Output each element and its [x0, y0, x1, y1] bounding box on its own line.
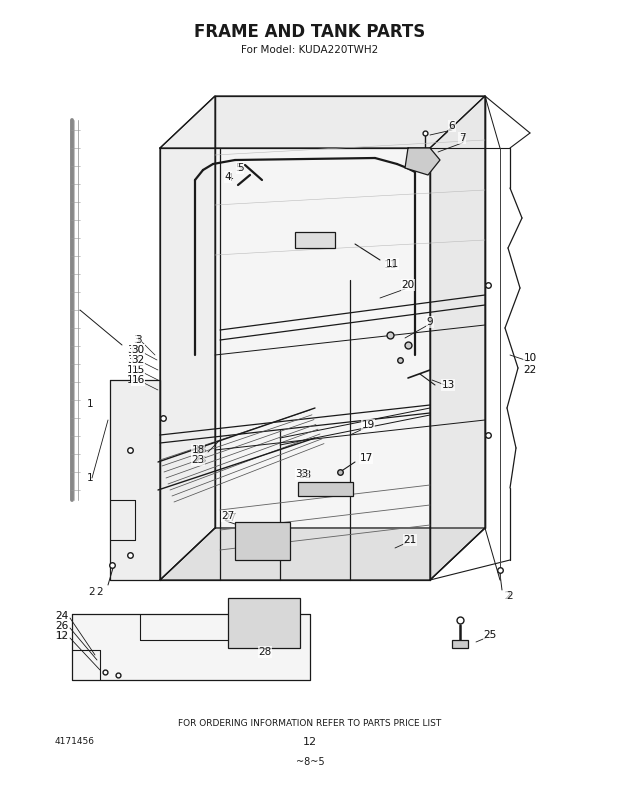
Text: 33: 33 — [295, 469, 309, 479]
Text: 30: 30 — [127, 345, 140, 355]
FancyBboxPatch shape — [295, 232, 335, 248]
Text: 6: 6 — [449, 121, 455, 131]
Polygon shape — [215, 96, 485, 528]
Text: 26: 26 — [55, 621, 69, 631]
Text: 6: 6 — [449, 121, 455, 131]
Text: 7: 7 — [459, 135, 466, 145]
Text: ~8~5: ~8~5 — [296, 757, 324, 767]
Text: 15: 15 — [131, 365, 144, 375]
FancyBboxPatch shape — [452, 640, 468, 648]
FancyBboxPatch shape — [235, 522, 290, 560]
Text: 19: 19 — [361, 420, 374, 430]
Text: FOR ORDERING INFORMATION REFER TO PARTS PRICE LIST: FOR ORDERING INFORMATION REFER TO PARTS … — [179, 719, 441, 729]
Text: 33: 33 — [298, 470, 312, 480]
Polygon shape — [72, 614, 310, 680]
Text: 11: 11 — [386, 259, 399, 269]
Text: 2: 2 — [89, 587, 95, 597]
Text: 22: 22 — [523, 365, 537, 375]
Text: 30: 30 — [131, 345, 144, 355]
Polygon shape — [160, 96, 485, 148]
Text: 25: 25 — [484, 630, 497, 640]
Text: 18: 18 — [193, 445, 206, 455]
Text: 3: 3 — [135, 335, 141, 345]
Text: 16: 16 — [126, 375, 140, 385]
Text: 24: 24 — [55, 611, 69, 621]
Text: 20: 20 — [401, 280, 415, 290]
Text: 11: 11 — [383, 260, 397, 270]
Text: 23: 23 — [192, 455, 205, 465]
Text: 32: 32 — [131, 355, 144, 365]
Text: 3: 3 — [133, 335, 140, 345]
Text: 9: 9 — [427, 317, 433, 327]
Text: 24: 24 — [55, 611, 68, 621]
Text: 27: 27 — [223, 513, 237, 523]
Text: 16: 16 — [131, 375, 144, 385]
Text: 23: 23 — [193, 455, 206, 465]
Polygon shape — [430, 96, 485, 580]
Text: 4171456: 4171456 — [55, 737, 95, 747]
Text: 25: 25 — [484, 630, 497, 640]
Text: 20: 20 — [401, 280, 415, 290]
FancyBboxPatch shape — [298, 482, 353, 496]
Text: For Model: KUDA220TWH2: For Model: KUDA220TWH2 — [241, 45, 379, 55]
Text: 26: 26 — [55, 621, 68, 631]
Text: 12: 12 — [55, 631, 68, 641]
Polygon shape — [405, 148, 440, 175]
Text: 1: 1 — [87, 399, 94, 409]
Text: 2: 2 — [97, 587, 104, 597]
Polygon shape — [160, 96, 215, 580]
Text: 15: 15 — [131, 365, 144, 375]
Text: 27: 27 — [221, 511, 234, 521]
Text: 22: 22 — [523, 365, 537, 375]
Text: 18: 18 — [192, 445, 205, 455]
Text: 32: 32 — [126, 355, 140, 365]
Text: 21: 21 — [404, 535, 417, 545]
Polygon shape — [160, 528, 485, 580]
Text: 32: 32 — [131, 355, 144, 365]
Text: 4: 4 — [224, 172, 231, 182]
Polygon shape — [110, 380, 160, 580]
FancyBboxPatch shape — [228, 598, 300, 648]
Text: 13: 13 — [441, 380, 454, 390]
Text: FRAME AND TANK PARTS: FRAME AND TANK PARTS — [195, 23, 425, 41]
Text: 5: 5 — [237, 163, 243, 173]
Text: 13: 13 — [441, 380, 454, 390]
Text: 10: 10 — [523, 353, 536, 363]
Text: 2: 2 — [505, 591, 511, 601]
Text: 30: 30 — [131, 345, 144, 355]
Text: 21: 21 — [404, 535, 417, 545]
Text: 4: 4 — [227, 173, 233, 183]
Text: 19: 19 — [361, 420, 374, 430]
Text: 7: 7 — [459, 133, 466, 143]
Text: 28: 28 — [259, 647, 272, 657]
Text: 17: 17 — [360, 453, 373, 463]
Text: 1: 1 — [87, 473, 94, 483]
Text: 9: 9 — [427, 317, 433, 327]
Text: 5: 5 — [235, 163, 241, 173]
Text: 12: 12 — [303, 737, 317, 747]
Text: 16: 16 — [131, 375, 144, 385]
Text: 10: 10 — [523, 353, 536, 363]
Text: 12: 12 — [55, 631, 69, 641]
Text: 17: 17 — [360, 453, 373, 463]
Text: 28: 28 — [259, 605, 272, 615]
Text: 15: 15 — [126, 365, 140, 375]
Text: 2: 2 — [507, 591, 513, 601]
